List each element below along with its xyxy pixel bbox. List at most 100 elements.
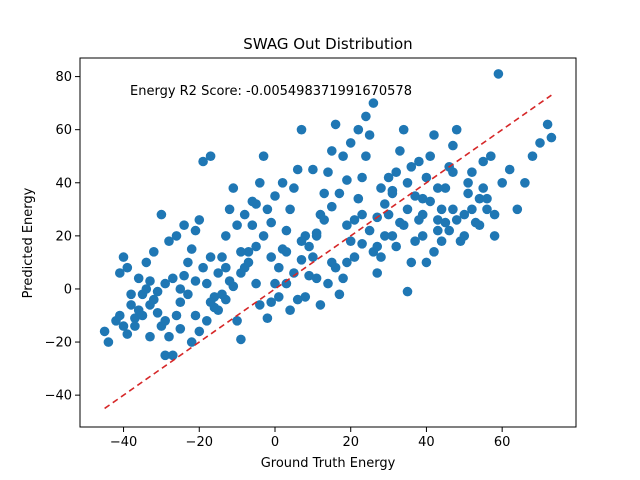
scatter-point bbox=[145, 276, 155, 286]
scatter-point bbox=[459, 209, 470, 220]
scatter-point bbox=[436, 236, 447, 246]
scatter-point bbox=[338, 151, 348, 161]
scatter-point bbox=[258, 151, 269, 161]
scatter-point bbox=[160, 278, 170, 289]
scatter-point bbox=[429, 247, 439, 257]
scatter-point bbox=[448, 140, 458, 151]
points-layer bbox=[99, 69, 557, 361]
scatter-point bbox=[296, 236, 307, 246]
scatter-point bbox=[183, 257, 193, 268]
scatter-point bbox=[99, 326, 110, 337]
scatter-point bbox=[448, 204, 458, 215]
scatter-point bbox=[179, 220, 189, 230]
scatter-point bbox=[205, 297, 216, 308]
scatter-point bbox=[183, 289, 193, 300]
scatter-point bbox=[345, 138, 356, 148]
scatter-point bbox=[133, 273, 144, 284]
scatter-point bbox=[292, 164, 303, 175]
scatter-point bbox=[175, 297, 186, 308]
scatter-point bbox=[243, 257, 254, 268]
scatter-point bbox=[327, 146, 337, 156]
scatter-point bbox=[323, 167, 333, 177]
scatter-point bbox=[349, 215, 360, 225]
chart-title: SWAG Out Distribution bbox=[243, 35, 412, 53]
scatter-point bbox=[171, 310, 182, 321]
scatter-point bbox=[118, 321, 129, 331]
y-tick-label: 80 bbox=[55, 70, 72, 85]
scatter-point bbox=[160, 316, 170, 326]
scatter-point bbox=[467, 167, 477, 177]
x-tick-label: 60 bbox=[494, 435, 511, 450]
scatter-point bbox=[357, 239, 367, 249]
scatter-point bbox=[417, 193, 428, 204]
scatter-point bbox=[247, 196, 258, 207]
y-tick-label: −20 bbox=[45, 336, 72, 351]
scatter-point bbox=[353, 124, 364, 135]
scatter-point bbox=[236, 247, 246, 257]
scatter-point bbox=[444, 225, 455, 236]
scatter-point bbox=[262, 204, 273, 215]
scatter-point bbox=[285, 305, 295, 316]
scatter-point bbox=[421, 172, 432, 183]
scatter-point bbox=[296, 124, 307, 135]
scatter-point bbox=[198, 262, 208, 273]
scatter-point bbox=[311, 273, 322, 284]
scatter-point bbox=[414, 156, 424, 167]
scatter-point bbox=[122, 329, 133, 339]
scatter-point bbox=[118, 252, 129, 262]
scatter-point bbox=[308, 252, 318, 262]
scatter-point bbox=[217, 252, 227, 262]
scatter-point bbox=[520, 178, 530, 188]
scatter-point bbox=[542, 119, 553, 130]
scatter-point bbox=[448, 167, 458, 177]
scatter-point bbox=[421, 257, 432, 268]
scatter-point bbox=[164, 331, 174, 342]
scatter-point bbox=[387, 185, 398, 196]
scatter-point bbox=[489, 231, 500, 241]
scatter-point bbox=[353, 193, 364, 204]
scatter-point bbox=[489, 209, 500, 220]
scatter-point bbox=[221, 231, 231, 241]
scatter-point bbox=[504, 164, 515, 175]
scatter-point bbox=[433, 215, 443, 225]
scatter-point bbox=[372, 241, 383, 252]
scatter-point bbox=[497, 178, 508, 188]
scatter-point bbox=[266, 217, 277, 228]
scatter-point bbox=[262, 313, 273, 324]
scatter-point bbox=[202, 316, 212, 326]
scatter-point bbox=[186, 244, 197, 254]
scatter-point bbox=[376, 183, 386, 193]
y-tick-label: 20 bbox=[55, 229, 72, 244]
scatter-point bbox=[168, 350, 178, 361]
y-tick-label: 0 bbox=[64, 282, 72, 297]
scatter-point bbox=[281, 278, 292, 289]
scatter-point bbox=[463, 188, 473, 199]
scatter-point bbox=[152, 286, 163, 297]
scatter-point bbox=[281, 247, 292, 257]
scatter-point bbox=[292, 294, 303, 305]
scatter-point bbox=[289, 183, 299, 193]
reference-line bbox=[104, 94, 552, 410]
scatter-point bbox=[535, 138, 545, 148]
scatter-point bbox=[186, 337, 197, 347]
scatter-point bbox=[546, 132, 557, 143]
scatter-point bbox=[323, 278, 333, 289]
scatter-point bbox=[451, 124, 462, 135]
scatter-point bbox=[357, 172, 367, 183]
scatter-point bbox=[357, 209, 367, 220]
scatter-point bbox=[338, 273, 348, 284]
scatter-point bbox=[190, 225, 201, 236]
x-axis-ticks: −40 −20 0 20 40 60 bbox=[110, 427, 511, 450]
scatter-point bbox=[402, 204, 413, 215]
scatter-point bbox=[342, 257, 352, 268]
scatter-point bbox=[383, 172, 394, 183]
scatter-point bbox=[380, 231, 390, 241]
scatter-point bbox=[311, 228, 322, 238]
scatter-point bbox=[130, 313, 140, 324]
scatter-point bbox=[213, 268, 223, 278]
scatter-point bbox=[122, 262, 133, 273]
y-tick-label: 40 bbox=[55, 176, 72, 191]
y-tick-label: −40 bbox=[45, 389, 72, 404]
scatter-point bbox=[410, 191, 420, 201]
scatter-point bbox=[254, 178, 265, 188]
